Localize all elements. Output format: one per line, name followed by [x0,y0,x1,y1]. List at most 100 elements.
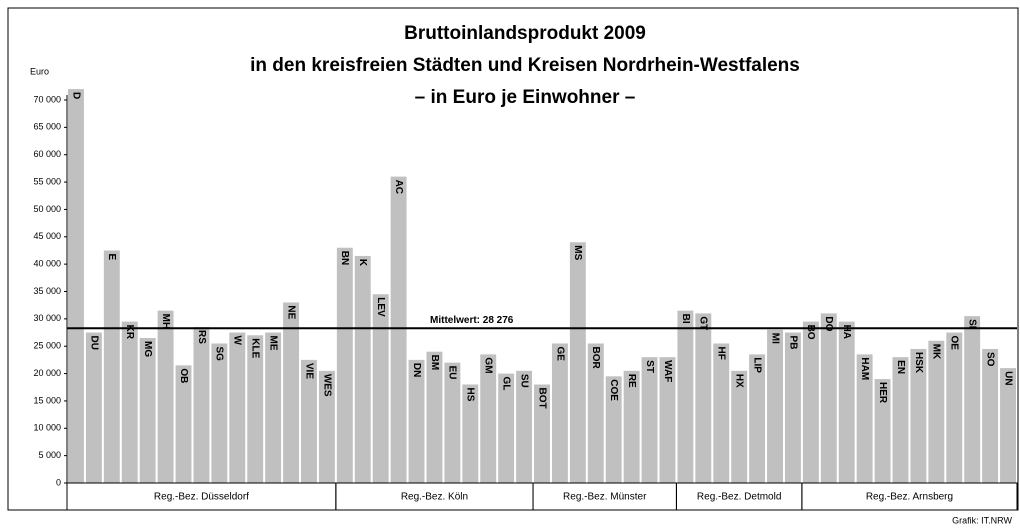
bar [928,340,945,483]
bar [749,354,766,483]
bar-label: DN [411,363,422,377]
bar-label: HF [716,346,727,359]
bar-label: DU [88,336,99,350]
y-tick-label: 55 000 [33,176,61,186]
bar-label: VIE [303,363,314,379]
bar-label: HSK [913,352,924,374]
bar-label: W [232,336,243,346]
bar [318,370,335,483]
bar-label: HS [465,388,476,402]
y-tick-label: 35 000 [33,286,61,296]
bar [193,327,210,483]
bar [874,379,891,483]
bar-label: EU [447,366,458,380]
bar-label: HA [841,325,852,339]
bar [856,354,873,483]
y-tick-label: 15 000 [33,395,61,405]
bar-label: RS [196,330,207,344]
bar [426,351,443,483]
bar-label: BM [429,355,440,371]
bar [659,357,676,483]
bar [139,338,156,483]
bar [641,357,658,483]
bar-label: SU [518,374,529,388]
bar-label: AC [393,180,404,194]
bar [175,365,192,483]
bar [551,343,568,483]
bar-label: BI [680,314,691,324]
bar [462,384,479,483]
y-tick-label: 60 000 [33,149,61,159]
bar [85,332,102,483]
bar-label: LIP [751,357,762,373]
bar [677,310,694,483]
bar-label: OB [178,368,189,383]
bar-label: ME [267,336,278,351]
bar-label: MH [160,314,171,330]
bar [982,348,999,483]
y-tick-label: 50 000 [33,204,61,214]
bar [444,362,461,483]
bar-label: ST [644,360,655,373]
bar [247,335,264,483]
bar [390,176,407,483]
bar [623,370,640,483]
bar-label: K [357,259,368,267]
bar-label: COE [608,379,619,401]
bar [569,242,586,483]
bar-label: SO [984,352,995,367]
bar [731,370,748,483]
bar [605,376,622,483]
bar [265,332,282,483]
bar [587,343,604,483]
group-label: Reg.-Bez. Köln [401,492,468,503]
bar [802,321,819,483]
bar [103,250,120,483]
bar [68,89,84,484]
bar [910,348,927,483]
bar-label: SG [214,346,225,361]
bar-label: BOT [536,388,547,409]
bar [892,357,909,483]
bar [229,332,246,483]
bar [820,313,837,483]
bar [480,354,497,483]
bar [354,255,371,483]
y-tick-label: 5 000 [38,450,61,460]
bar-label: SI [967,319,978,329]
group-box [801,482,1018,511]
bar [946,332,963,483]
bar [301,359,317,483]
bar [372,294,389,483]
source: Grafik: IT.NRW [952,515,1012,525]
bar [283,302,300,483]
bar [767,329,783,483]
bar-label: MS [572,245,583,260]
chart-title: Bruttoinlandsprodukt 2009 [404,23,646,44]
bar [336,247,353,483]
bar [516,370,533,483]
bar [121,321,138,483]
bar-label: KLE [250,338,261,358]
bar-label: GL [501,377,512,391]
bar-label: HAM [859,357,870,380]
bar-label: BO [805,325,816,340]
bar-label: D [70,92,81,99]
y-tick-label: 25 000 [33,341,61,351]
bar-label: OE [949,336,960,351]
bar-label: GE [554,346,565,361]
bar-label: KR [124,325,135,340]
bar-label: GT [698,316,709,330]
mean-label: Mittelwert: 28 276 [430,315,514,326]
y-tick-label: 10 000 [33,423,61,433]
y-tick-label: 0 [56,477,61,487]
group-label: Reg.-Bez. Düsseldorf [154,492,249,503]
bar [408,359,425,483]
bar [695,313,712,483]
bar-label: RE [626,374,637,388]
bar-label: NE [285,305,296,319]
bar-label: E [106,253,117,260]
bar-label: MI [769,333,780,344]
bar [157,310,174,483]
bar-label: PB [787,336,798,350]
